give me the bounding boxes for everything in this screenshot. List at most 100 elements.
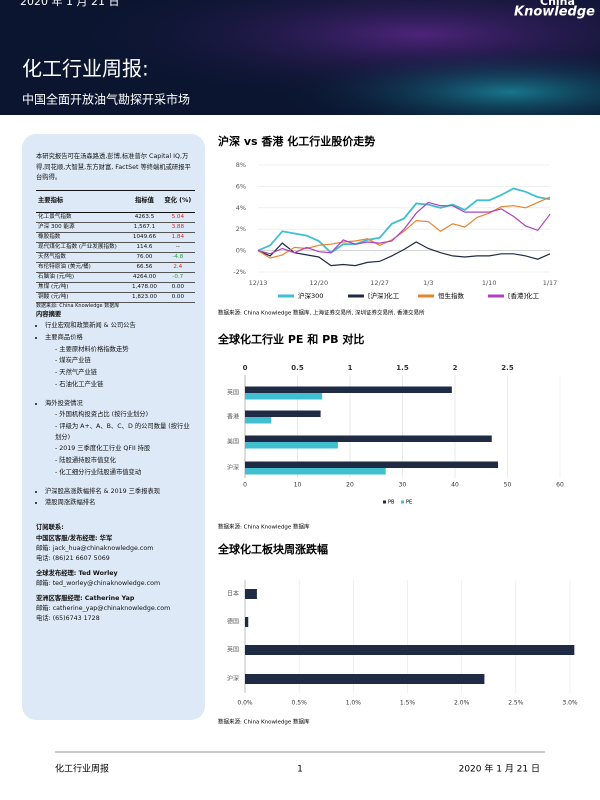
table-cell: -0.7 <box>160 272 195 283</box>
bar <box>245 410 321 417</box>
table-cell: 3.88 <box>160 222 195 233</box>
header-glow <box>0 0 600 115</box>
series-line <box>257 196 551 259</box>
y-tick-label: 美国 <box>227 438 239 446</box>
bar <box>245 645 575 655</box>
y-tick-label: 香港 <box>227 413 239 421</box>
header-cell: 指标值 <box>128 190 161 213</box>
chart-source: 数据来源: China Knowledge 数据库 <box>218 718 310 726</box>
x-tick-label: 20 <box>346 482 354 489</box>
table-cell: 4263.5 <box>128 212 161 223</box>
table-cell: 1,567.1 <box>128 222 161 233</box>
table-cell: 化工景气指数 <box>36 212 129 223</box>
header-date: 2020 年 1 月 21 日 <box>20 0 119 8</box>
table-cell: 4264.00 <box>128 272 161 283</box>
table-header: 主要指标 指标值 变化 (%) <box>36 190 195 213</box>
bar <box>245 589 257 599</box>
y-tick-label: 沪深 <box>227 675 239 683</box>
summary-item: 主要商品价格主要原材料价格指数走势煤炭产业链天然气产业链石油化工产业链 <box>45 333 195 391</box>
table-row: 现代煤化工指数 (产业发展指数) 114.6 -- <box>36 242 195 253</box>
chart-title: 全球化工行业 PE 和 PB 对比 <box>217 332 364 346</box>
table-cell: 1.84 <box>160 232 195 243</box>
bar <box>245 417 272 424</box>
table-cell: 1,478.00 <box>128 282 161 293</box>
contact-role: 中国区客服/发布经理: 华军 <box>36 534 113 542</box>
logo: Knowledge <box>514 5 595 20</box>
y-tick-label: 德国 <box>227 618 239 626</box>
logo: China <box>540 0 575 8</box>
summary-subitem: 2019 三季度化工行业 QFII 持股 <box>55 444 195 455</box>
bar <box>245 386 452 393</box>
contact-line: 邮箱: catherine_yap@chinaknowledge.com <box>36 605 171 612</box>
x-tick-label: 1/3 <box>423 279 433 287</box>
contact: 中国区客服/发布经理: 华军邮箱: jack_hua@chinaknowledg… <box>36 534 195 564</box>
summary-item: 沪深股高涨跌幅排名 & 2019 三季报表现 <box>45 487 195 498</box>
y-tick-label: 沪深 <box>227 464 239 472</box>
legend-label: [沪深]化工 <box>368 291 400 300</box>
contacts-title: 订阅联系: <box>36 523 64 531</box>
summary-text: 行业宏观和政策新闻 & 公司公告 <box>45 322 136 330</box>
contact-line: 电话: (65)6743 1728 <box>36 615 100 623</box>
bar <box>245 674 485 684</box>
table-row: 石脑油 (元/吨) 4264.00 -0.7 <box>36 272 195 283</box>
series-line <box>257 187 551 254</box>
x-tick-label: 2.5% <box>508 700 524 707</box>
intro: 本研究报告可在汤森路透,彭博,标准普尔 Capital IQ,万得,同花顺,大智… <box>36 153 191 182</box>
chart-source: 数据来源: China Knowledge 数据库 <box>218 523 310 531</box>
table-cell: 布伦特原油 (美元/桶) <box>36 262 129 273</box>
bar <box>245 393 323 400</box>
summary-list: 行业宏观和政策新闻 & 公司公告主要商品价格主要原材料价格指数走势煤炭产业链天然… <box>36 321 195 509</box>
table-cell: 1049.66 <box>128 232 161 243</box>
x-tick-label: 10 <box>294 482 302 489</box>
bar <box>245 442 338 449</box>
table-cell: 114.6 <box>128 242 161 253</box>
x-tick-label: 0.5% <box>292 700 308 707</box>
x-tick-label: 1.5% <box>400 700 416 707</box>
table-row: 焦煤 (元/吨) 1,478.00 0.00 <box>36 282 195 293</box>
x-tick-label: 40 <box>451 482 459 489</box>
summary-subitem: 煤炭产业链 <box>55 356 195 367</box>
contact-line: 邮箱: ted_worley@chinaknowledge.com <box>36 579 161 587</box>
report-title: 化工行业周报: <box>22 57 149 81</box>
contact-line: 电话: (86)21 6607 5069 <box>36 554 110 562</box>
y-tick-label: -2% <box>233 268 246 276</box>
x-tick-label: 1.5 <box>396 364 409 372</box>
table-row: 沪深 300 能源 1,567.1 3.88 <box>36 222 195 233</box>
table-row: 化工景气指数 4263.5 5.04 <box>36 212 195 223</box>
x-tick-label: 12/20 <box>309 279 328 287</box>
x-tick-label: 0 <box>243 364 248 372</box>
summary-item: 海外投资情况外国机构投资占比 (按行业划分)评级为 A+、A、B、C、D 的公司… <box>45 399 195 479</box>
summary-subitem: 石油化工产业链 <box>55 380 195 391</box>
y-tick-label: 6% <box>236 182 246 190</box>
legend-label: 沪深300 <box>298 291 323 300</box>
header-cell: 变化 (%) <box>160 190 195 213</box>
x-tick-label: 3.0% <box>562 700 578 707</box>
table-cell: 焦煤 (元/吨) <box>36 282 129 293</box>
bar <box>245 435 492 442</box>
x-tick-label: 0.5 <box>291 364 304 372</box>
contact: 亚洲区客服经理: Catherine Yap 邮箱: catherine_yap@… <box>36 594 195 624</box>
table-cell: 0.00 <box>160 282 195 293</box>
bar <box>245 461 499 468</box>
x-tick-label: 1/10 <box>482 279 497 287</box>
bar <box>245 468 386 475</box>
summary-sub: 外国机构投资占比 (按行业划分)评级为 A+、A、B、C、D 的公司数量 (按行… <box>45 410 195 478</box>
legend-label: 恒生指数 <box>438 291 465 300</box>
y-tick-label: 2% <box>236 225 246 233</box>
indicator-table: 主要指标 指标值 变化 (%) 化工景气指数 4263.5 5.04 沪深 300 能源 1,… <box>36 190 195 303</box>
summary-subitem: 评级为 A+、A、B、C、D 的公司数量 (按行业划分) <box>55 422 195 443</box>
contact-role: 亚洲区客服经理: Catherine Yap <box>36 594 135 602</box>
bar <box>245 617 249 627</box>
y-tick-label: 8% <box>236 161 246 169</box>
x-tick-label: 0 <box>243 482 247 489</box>
legend-swatch <box>383 500 386 504</box>
contact-line: 邮箱: jack_hua@chinaknowledge.com <box>36 544 154 552</box>
summary-subitem: 天然气产业链 <box>55 368 195 379</box>
x-tick-label: 60 <box>556 482 564 489</box>
x-tick-label: 12/13 <box>249 279 268 287</box>
table-cell: 石脑油 (元/吨) <box>36 272 129 283</box>
summary-subitem: 外国机构投资占比 (按行业划分) <box>55 410 195 421</box>
y-tick-label: 4% <box>236 204 246 212</box>
summary-text: 主要商品价格 <box>45 334 83 342</box>
